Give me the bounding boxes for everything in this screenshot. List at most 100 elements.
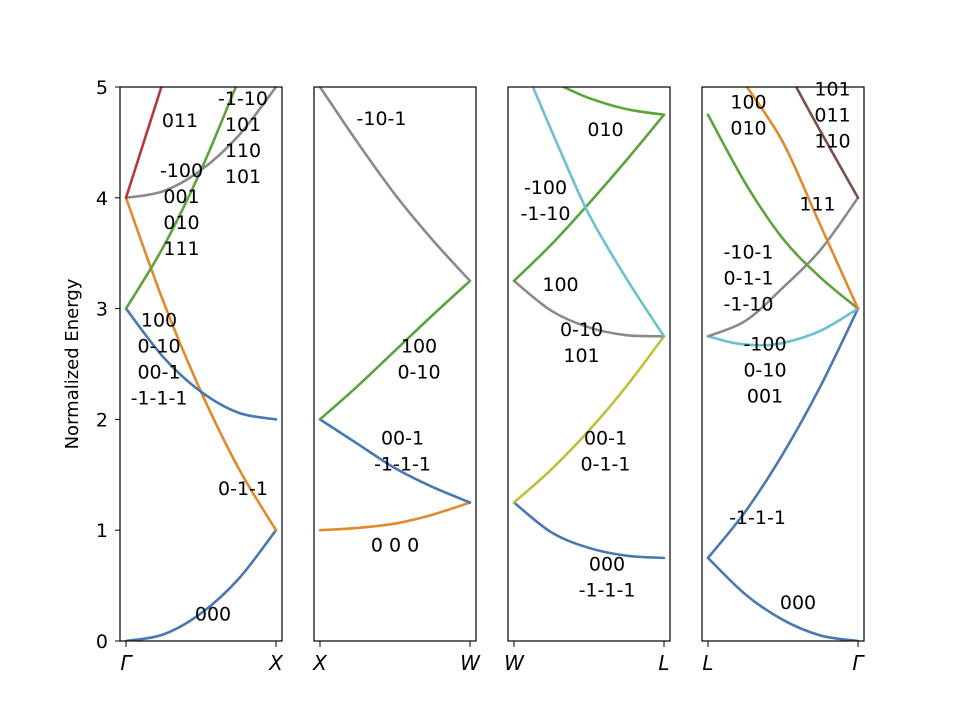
annotation-line: 010	[587, 119, 623, 141]
annotation: 010	[587, 119, 623, 141]
annotation: 000	[195, 603, 231, 625]
annotation: -10-1 0-1-1 -1-10	[724, 242, 774, 316]
y-tick-label: 3	[96, 299, 108, 321]
annotation-line: 100	[730, 92, 766, 114]
annotation-line: 101	[225, 166, 261, 188]
annotation: 00-1 -1-1-1	[374, 427, 431, 475]
panel-frame	[119, 86, 283, 642]
panel-frame	[701, 86, 865, 642]
annotation-line: -10-1	[357, 108, 407, 130]
x-tick-label: L	[658, 651, 669, 675]
annotation-line: -100	[524, 177, 567, 199]
x-tick-label: X	[312, 651, 328, 675]
x-tick-label: X	[268, 651, 284, 675]
annotation: 0-1-1	[218, 478, 268, 500]
panel-3: W L 010 -100 -1-10 100 0-10 101 00-1 0-1-1 000 -1-1…	[504, 86, 671, 675]
y-tick-label: 1	[96, 520, 108, 542]
annotation: -100 -1-10	[521, 177, 571, 225]
annotation-line: -1-1-1	[729, 507, 786, 529]
band-line	[124, 528, 278, 641]
annotation-line: 110	[225, 140, 261, 162]
band-line	[531, 87, 666, 338]
annotation-line: 0-10	[743, 360, 786, 382]
panel-frame	[507, 86, 671, 642]
annotation-line: 101	[814, 79, 850, 101]
annotation: 00-1 0-1-1	[581, 427, 631, 475]
annotation-line: -1-1-1	[131, 387, 188, 409]
annotation-line: 011	[162, 110, 198, 132]
annotation: 0 0 0	[371, 535, 419, 557]
annotation-line: 00-1	[381, 427, 424, 449]
x-tick-label: W	[504, 651, 525, 675]
annotation-line: 0-10	[560, 319, 603, 341]
annotation-line: 0 0 0	[371, 535, 419, 557]
annotation: -100 001 010 111	[160, 160, 203, 260]
y-tick-label: 0	[96, 631, 108, 653]
band-line	[318, 87, 472, 283]
band-line	[706, 307, 860, 560]
annotation: 000	[780, 592, 816, 614]
annotation-line: 100	[542, 274, 578, 296]
band-line	[512, 335, 666, 504]
panel-2-series	[318, 87, 472, 532]
annotation-line: -1-10	[218, 88, 268, 110]
annotation-line: 100	[141, 309, 177, 331]
annotation-line: 0-10	[397, 361, 440, 383]
panel-4: L Γ100010101011110111-10-10-1-1-1-10-1000…	[701, 79, 865, 675]
panel-4-series	[706, 87, 860, 641]
y-axis-label: Normalized Energy	[62, 278, 83, 449]
annotation-line: 00-1	[584, 427, 627, 449]
annotation-line: -100	[160, 160, 203, 182]
band-line	[318, 418, 472, 504]
annotation: -1-10 101 110 101	[218, 88, 268, 188]
annotation-line: 100	[401, 335, 437, 357]
annotation: 111	[799, 193, 835, 215]
annotation: -10-1	[357, 108, 407, 130]
annotation-line: 000	[195, 603, 231, 625]
annotation: -100 0-10 001	[743, 334, 786, 408]
band-line	[124, 87, 278, 200]
band-line	[706, 556, 860, 641]
band-line	[124, 87, 163, 200]
band-line	[706, 113, 860, 310]
x-tick-label: Γ	[120, 651, 133, 675]
band-line	[706, 307, 860, 347]
panels: 0 1 2 3 4 5 Γ X 011 -1-10 101 110 101 -100 001 010 111 10…	[96, 77, 866, 675]
band-line	[318, 501, 472, 532]
band-line	[512, 279, 666, 338]
annotation-line: 010	[730, 118, 766, 140]
annotation-line: 110	[814, 131, 850, 153]
panel-frame	[313, 86, 477, 642]
annotation-line: 00-1	[137, 361, 180, 383]
y-tick-label: 5	[96, 77, 108, 99]
y-tick-label: 2	[96, 409, 108, 431]
band-line	[706, 196, 860, 338]
annotation-line: -100	[743, 334, 786, 356]
band-line	[512, 113, 666, 283]
band-line	[512, 501, 666, 560]
x-tick-label: L	[702, 651, 713, 675]
annotation-line: 0-1-1	[724, 268, 774, 290]
panel-1-series	[124, 87, 278, 641]
annotation: 011	[162, 110, 198, 132]
x-tick-label: W	[460, 651, 481, 675]
annotation-line: 0-1-1	[581, 453, 631, 475]
annotation-line: 111	[163, 238, 199, 260]
annotation: -1-1-1	[729, 507, 786, 529]
annotation-line: 111	[799, 193, 835, 215]
annotation-line: -1-10	[724, 294, 774, 316]
band-line	[318, 279, 472, 421]
annotation-line: 000	[780, 592, 816, 614]
annotation: 100	[542, 274, 578, 296]
annotation-line: 001	[747, 386, 783, 408]
annotation: 100 0-10 00-1 -1-1-1	[131, 309, 188, 409]
band-line	[124, 87, 238, 310]
annotation-line: -1-1-1	[374, 453, 431, 475]
band-line	[124, 307, 278, 421]
y-tick-label: 4	[96, 188, 108, 210]
annotation-line: -1-10	[521, 203, 571, 225]
band-line	[560, 87, 666, 116]
annotation: 100 0-10	[397, 335, 440, 383]
